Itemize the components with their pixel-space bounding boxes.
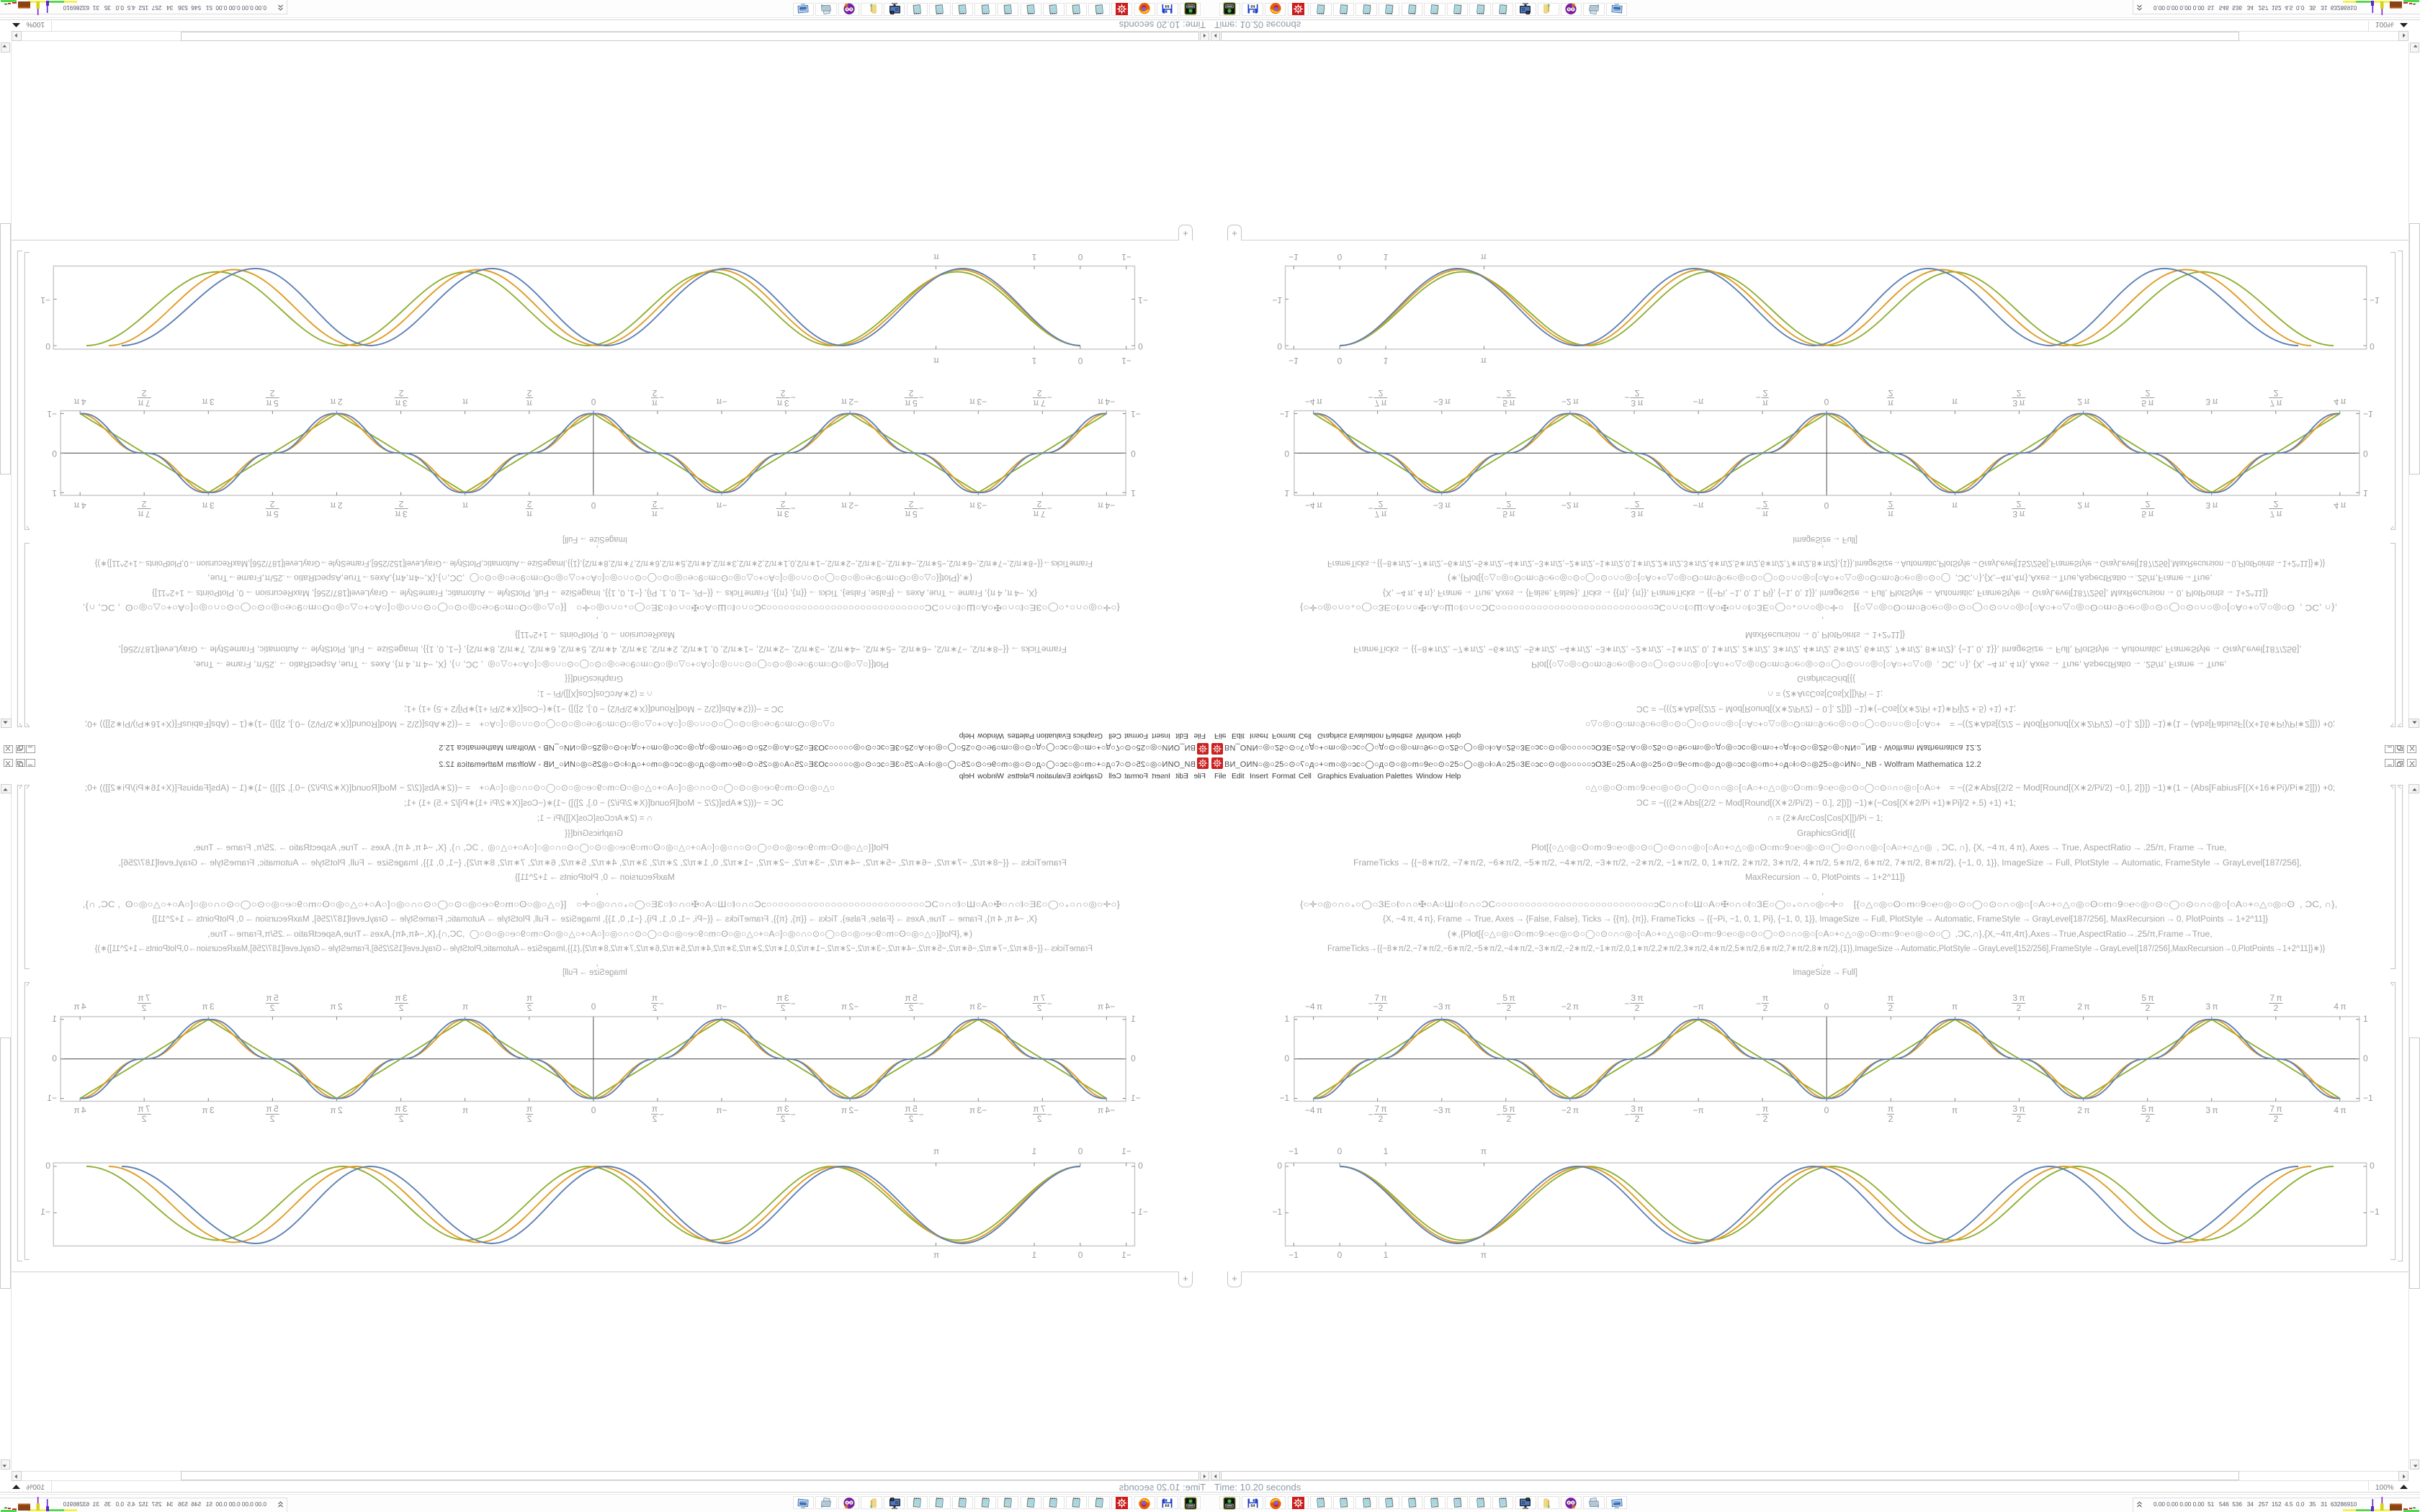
svg-text:64: 64 (1165, 4, 1170, 9)
svg-text:64: 64 (1165, 1504, 1170, 1508)
svg-text:64: 64 (1250, 4, 1255, 9)
svg-text:64: 64 (1250, 1504, 1255, 1508)
